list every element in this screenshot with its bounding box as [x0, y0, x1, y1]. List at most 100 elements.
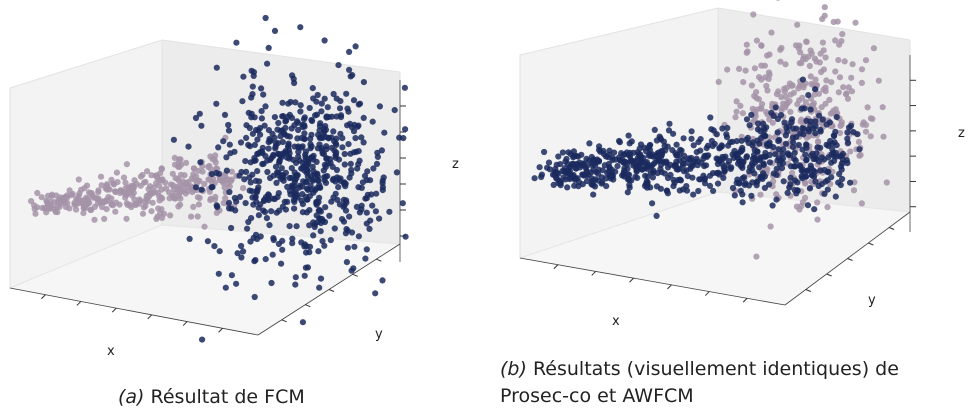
data-point-cluster-dark: [266, 222, 273, 229]
data-point-cluster-dark: [325, 113, 332, 121]
data-point-cluster-dark: [251, 141, 258, 148]
data-point-cluster-dark: [839, 175, 846, 183]
data-point-cluster-dark: [286, 223, 293, 230]
data-point-cluster-dark: [337, 175, 344, 182]
data-point-cluster-dark: [350, 97, 358, 104]
data-point-cluster-light: [802, 99, 809, 106]
data-point-cluster-dark: [279, 237, 286, 244]
data-point-cluster-dark: [301, 272, 308, 279]
data-point-cluster-light: [73, 195, 80, 203]
data-point-cluster-light: [832, 68, 839, 75]
data-point-cluster-dark: [745, 182, 753, 189]
data-point-cluster-dark: [766, 159, 773, 166]
data-point-cluster-light: [798, 116, 805, 123]
data-point-cluster-light: [787, 108, 794, 115]
data-point-cluster-dark: [198, 122, 205, 129]
data-point-cluster-dark: [186, 235, 193, 242]
data-point-cluster-light: [176, 189, 183, 196]
data-point-cluster-light: [188, 213, 195, 220]
data-point-cluster-dark: [739, 191, 746, 198]
data-point-cluster-dark: [291, 79, 298, 87]
data-point-cluster-dark: [332, 140, 339, 147]
data-point-cluster-dark: [216, 248, 223, 255]
data-point-cluster-light: [226, 183, 233, 190]
data-point-cluster-dark: [817, 144, 824, 151]
data-point-cluster-light: [835, 89, 842, 96]
data-point-cluster-dark: [693, 149, 700, 156]
data-point-cluster-dark: [254, 136, 261, 143]
data-point-cluster-dark: [344, 122, 351, 129]
data-point-cluster-dark: [545, 159, 553, 166]
data-point-cluster-dark: [749, 166, 756, 174]
data-point-cluster-light: [883, 179, 890, 186]
data-point-cluster-dark: [646, 146, 654, 153]
data-point-cluster-dark: [794, 187, 801, 194]
data-point-cluster-dark: [321, 95, 328, 102]
data-point-cluster-light: [869, 115, 876, 122]
data-point-cluster-dark: [626, 140, 633, 147]
data-point-cluster-light: [824, 204, 831, 211]
data-point-cluster-dark: [739, 175, 746, 182]
data-point-cluster-dark: [810, 125, 817, 132]
data-point-cluster-light: [724, 66, 731, 73]
data-point-cluster-dark: [626, 184, 633, 191]
data-point-cluster-dark: [243, 168, 250, 175]
data-point-cluster-dark: [373, 190, 380, 197]
data-point-cluster-light: [768, 29, 775, 36]
data-point-cluster-dark: [379, 277, 386, 284]
data-point-cluster-light: [788, 82, 795, 89]
data-point-cluster-dark: [298, 134, 305, 142]
data-point-cluster-dark: [813, 155, 820, 162]
data-point-cluster-dark: [192, 184, 200, 191]
data-point-cluster-dark: [322, 163, 329, 171]
data-point-cluster-dark: [724, 124, 731, 132]
data-point-cluster-dark: [286, 154, 293, 161]
data-point-cluster-light: [749, 105, 756, 112]
data-point-cluster-light: [228, 168, 235, 175]
data-point-cluster-dark: [775, 146, 782, 153]
data-point-cluster-dark: [607, 175, 614, 182]
data-point-cluster-dark: [824, 186, 831, 193]
data-point-cluster-light: [795, 45, 802, 52]
data-point-cluster-light: [201, 180, 208, 188]
data-point-cluster-dark: [363, 209, 370, 216]
data-point-cluster-light: [852, 19, 859, 26]
data-point-cluster-light: [814, 216, 821, 223]
data-point-cluster-dark: [372, 208, 379, 215]
data-point-cluster-dark: [343, 90, 350, 97]
data-point-cluster-dark: [843, 157, 850, 164]
data-point-cluster-light: [844, 95, 852, 102]
data-point-cluster-dark: [302, 264, 309, 271]
data-point-cluster-light: [190, 203, 197, 210]
data-point-cluster-dark: [284, 198, 291, 205]
data-point-cluster-dark: [204, 238, 211, 245]
data-point-cluster-dark: [780, 178, 787, 185]
data-point-cluster-dark: [702, 152, 710, 159]
data-point-cluster-dark: [643, 178, 650, 185]
data-point-cluster-dark: [324, 104, 331, 111]
data-point-cluster-dark: [342, 230, 349, 237]
data-point-cluster-dark: [286, 174, 293, 182]
data-point-cluster-dark: [273, 179, 280, 186]
data-point-cluster-dark: [651, 126, 658, 133]
data-point-cluster-light: [145, 193, 152, 201]
data-point-cluster-light: [73, 206, 80, 213]
data-point-cluster-light: [101, 215, 108, 222]
data-point-cluster-light: [789, 169, 796, 176]
data-point-cluster-dark: [373, 160, 381, 167]
data-point-cluster-light: [798, 202, 805, 210]
data-point-cluster-light: [805, 53, 812, 60]
data-point-cluster-dark: [297, 24, 304, 31]
data-point-cluster-dark: [791, 149, 798, 156]
x-axis-tick: [742, 297, 748, 303]
data-point-cluster-light: [222, 195, 229, 202]
data-point-cluster-dark: [269, 130, 276, 137]
data-point-cluster-dark: [401, 84, 408, 91]
data-point-cluster-light: [87, 206, 94, 214]
data-point-cluster-dark: [817, 128, 824, 135]
data-point-cluster-dark: [575, 153, 582, 160]
data-point-cluster-dark: [360, 114, 367, 121]
data-point-cluster-dark: [243, 134, 250, 141]
data-point-cluster-dark: [321, 37, 328, 44]
data-point-cluster-light: [806, 62, 813, 70]
